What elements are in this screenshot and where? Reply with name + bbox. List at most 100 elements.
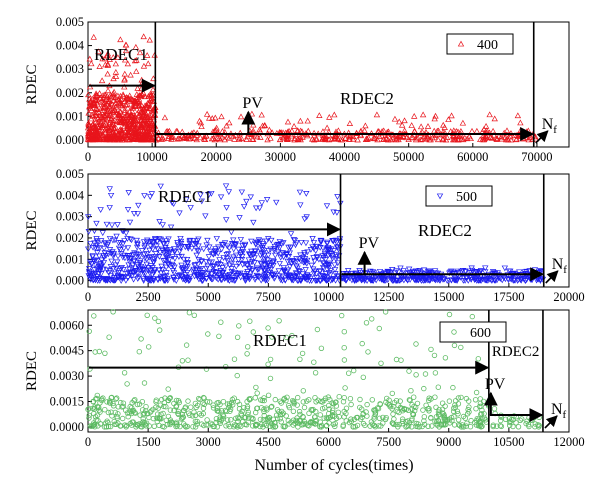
data-point	[86, 328, 92, 334]
data-point	[110, 75, 117, 82]
data-point	[377, 401, 383, 407]
data-point	[205, 192, 212, 199]
data-point	[292, 420, 298, 427]
data-point	[119, 254, 127, 261]
data-point	[137, 412, 143, 418]
data-point	[331, 401, 337, 407]
data-point	[380, 127, 387, 134]
data-point	[96, 136, 103, 143]
data-point	[161, 400, 168, 406]
data-point	[300, 259, 307, 266]
data-point	[133, 254, 140, 261]
data-point	[102, 120, 109, 127]
data-point	[284, 267, 292, 274]
data-point	[136, 260, 144, 267]
data-point	[224, 243, 231, 250]
data-point	[421, 414, 427, 420]
data-point	[131, 121, 138, 128]
data-point	[115, 245, 123, 252]
data-point	[140, 419, 146, 425]
data-point	[232, 242, 239, 249]
data-point	[399, 406, 405, 412]
x-tick-label: 10500	[493, 435, 524, 449]
data-point	[353, 414, 360, 421]
data-point	[128, 108, 136, 114]
chart-panel-1: 0 10000 20000 30000 40000 50000 60000 70000 0.00…	[24, 15, 570, 164]
data-point	[162, 264, 170, 271]
data-point	[412, 136, 420, 143]
data-point	[318, 345, 325, 351]
data-point	[339, 312, 345, 319]
data-point	[300, 413, 306, 420]
data-point	[89, 253, 96, 259]
data-point	[356, 268, 363, 274]
data-point	[103, 110, 111, 117]
data-point	[173, 404, 179, 410]
data-point	[152, 251, 160, 257]
data-point	[168, 134, 175, 141]
data-point	[86, 415, 92, 421]
data-point	[244, 405, 250, 411]
data-point	[156, 219, 163, 225]
data-point	[306, 410, 312, 416]
data-point	[513, 420, 519, 426]
data-point	[160, 135, 167, 142]
data-point	[228, 229, 235, 236]
data-point	[226, 403, 233, 409]
data-point	[206, 248, 214, 255]
data-point	[151, 236, 159, 242]
data-point	[327, 268, 334, 274]
data-point	[162, 278, 169, 284]
data-point	[157, 402, 164, 408]
data-point	[180, 256, 188, 263]
data-point	[190, 241, 197, 248]
data-point	[112, 262, 120, 269]
data-point	[353, 277, 360, 284]
data-point	[157, 236, 165, 243]
pv-label: PV	[242, 95, 263, 112]
data-point	[252, 395, 258, 401]
data-point	[182, 405, 188, 411]
data-point	[102, 407, 108, 413]
data-point	[246, 260, 254, 267]
data-point	[195, 236, 202, 243]
data-point	[467, 276, 475, 283]
data-point	[111, 125, 118, 131]
x-tick-label: 60000	[457, 150, 488, 164]
data-point	[334, 244, 342, 251]
data-point	[140, 270, 147, 277]
data-point	[97, 111, 104, 118]
data-point	[213, 416, 220, 422]
data-point	[129, 262, 137, 269]
data-point	[347, 396, 354, 402]
y-tick-label: 0.0000	[50, 420, 84, 434]
data-point	[317, 424, 323, 430]
data-point	[161, 424, 167, 430]
data-point	[436, 275, 443, 282]
legend-label: 500	[456, 190, 477, 205]
data-point	[117, 240, 124, 247]
data-point	[326, 113, 333, 120]
legend: 600	[439, 321, 507, 343]
data-point	[250, 127, 257, 134]
data-point	[247, 194, 255, 201]
data-point	[200, 246, 207, 253]
pv-label: PV	[359, 235, 380, 252]
data-point	[417, 136, 425, 143]
data-point	[417, 123, 425, 130]
data-point	[411, 276, 418, 283]
data-point	[436, 412, 442, 418]
y-tick-label: 0.005	[56, 15, 84, 29]
data-point	[326, 410, 332, 417]
data-point	[194, 272, 201, 279]
x-tick-label: 20000	[553, 290, 584, 304]
data-point	[344, 268, 352, 274]
data-point	[133, 56, 140, 63]
data-point	[236, 323, 242, 329]
data-point	[158, 134, 166, 141]
data-point	[236, 415, 242, 422]
data-point	[256, 126, 263, 133]
data-point	[441, 124, 448, 130]
data-point	[265, 236, 272, 242]
data-point	[225, 135, 233, 141]
